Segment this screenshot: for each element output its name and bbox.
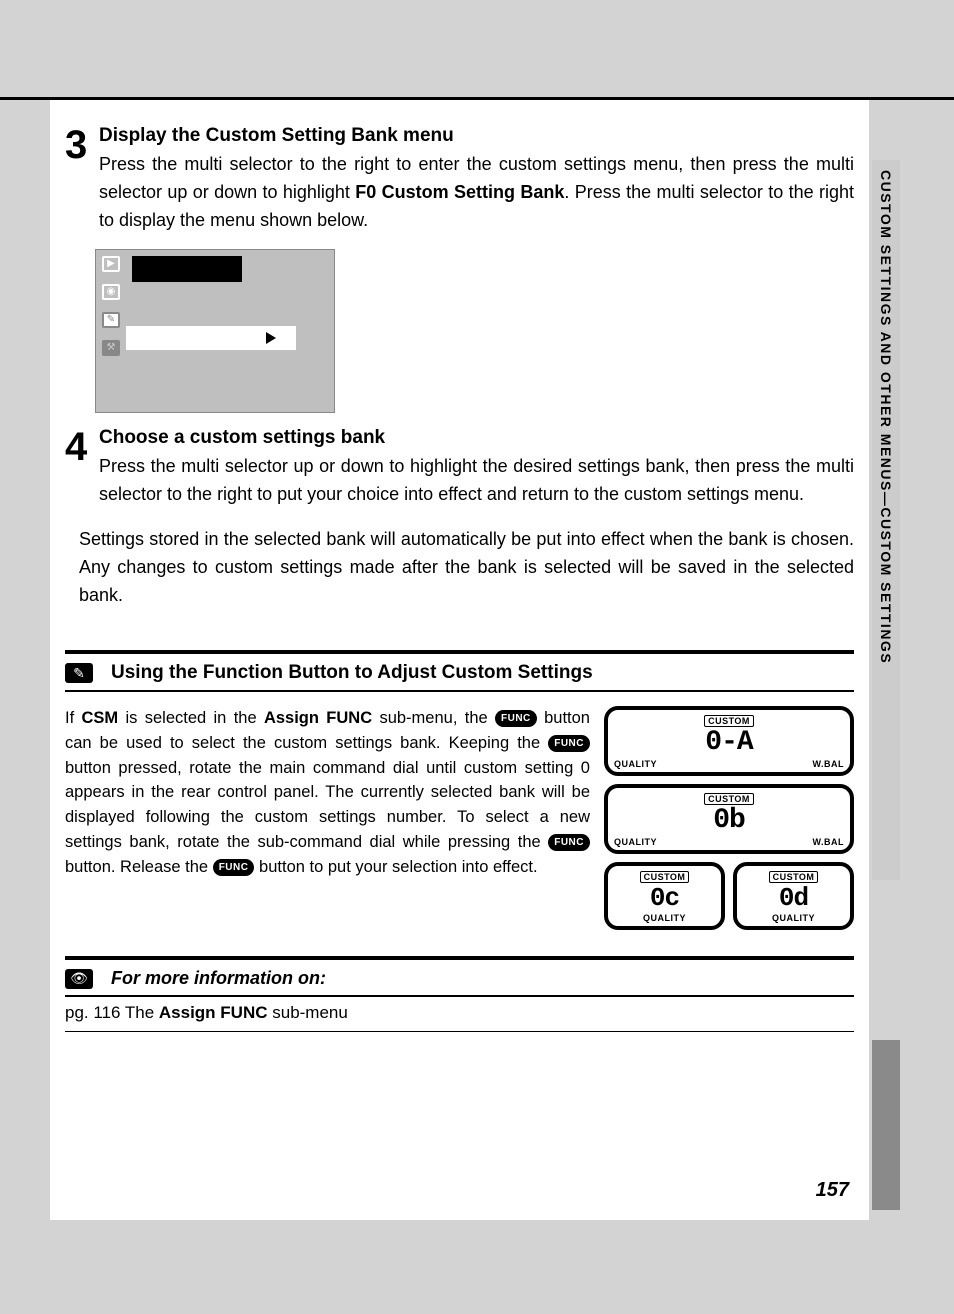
step-3-text: Press the multi selector to the right to… xyxy=(99,151,854,235)
menu-icon-wrench: ⚒ xyxy=(102,340,120,356)
step-4: 4 Choose a custom settings bank Press th… xyxy=(65,427,854,509)
note-pencil-icon: ✎ xyxy=(65,663,93,683)
menu-black-bar xyxy=(132,256,242,282)
nt-1: If xyxy=(65,709,82,727)
nt-assign: Assign FUNC xyxy=(264,709,372,727)
lcd-row-1: CUSTOM 0-A QUALITY W.BAL xyxy=(604,706,854,776)
lcd2-quality: QUALITY xyxy=(614,837,657,847)
lcd3-bottom: QUALITY xyxy=(614,913,715,923)
lcd4-quality: QUALITY xyxy=(772,913,815,923)
step-3-number: 3 xyxy=(65,125,93,165)
menu-selected-row xyxy=(126,326,296,350)
side-tab-text: CUSTOM SETTINGS AND OTHER MENUS—CUSTOM S… xyxy=(878,170,894,664)
nt-6: button. Release the xyxy=(65,858,213,876)
side-tab: CUSTOM SETTINGS AND OTHER MENUS—CUSTOM S… xyxy=(872,160,900,880)
lcd1-bottom: QUALITY W.BAL xyxy=(614,759,844,769)
paragraph-bank-effect: Settings stored in the selected bank wil… xyxy=(79,526,854,610)
menu-icon-play: ▶ xyxy=(102,256,120,272)
lcd3-digits: 0c xyxy=(650,885,679,911)
moreinfo-top-rule xyxy=(65,956,854,960)
menu-icon-pencil: ✎ xyxy=(102,312,120,328)
note-body: If CSM is selected in the Assign FUNC su… xyxy=(65,706,854,930)
lcd-row-3: CUSTOM 0c QUALITY CUSTOM 0d QUALITY xyxy=(604,862,854,930)
side-tab-dark xyxy=(872,1040,900,1210)
moreinfo-eye-icon: 👁 xyxy=(65,969,93,989)
lcd2-bottom: QUALITY W.BAL xyxy=(614,837,844,847)
lcd-panel-1: CUSTOM 0-A QUALITY W.BAL xyxy=(604,706,854,776)
func-badge-3: FUNC xyxy=(548,834,590,851)
lcd4-custom: CUSTOM xyxy=(769,871,819,883)
note-title: Using the Function Button to Adjust Cust… xyxy=(111,662,593,684)
moreinfo-prefix: pg. 116 The xyxy=(65,1003,159,1022)
step-3-bold: F0 Custom Setting Bank xyxy=(355,182,564,202)
lcd-panel-2: CUSTOM 0b QUALITY W.BAL xyxy=(604,784,854,854)
note-top-rule xyxy=(65,650,854,654)
nt-5: button pressed, rotate the main command … xyxy=(65,759,590,851)
step-3-title: Display the Custom Setting Bank menu xyxy=(99,125,854,147)
moreinfo-title: For more information on: xyxy=(111,968,326,989)
note-header: ✎ Using the Function Button to Adjust Cu… xyxy=(65,658,854,692)
step-4-body: Choose a custom settings bank Press the … xyxy=(99,427,854,509)
lcd-panel-4: CUSTOM 0d QUALITY xyxy=(733,862,854,930)
content-area: 3 Display the Custom Setting Bank menu P… xyxy=(50,100,869,1220)
nt-7: button to put your selection into effect… xyxy=(254,858,537,876)
step-4-title: Choose a custom settings bank xyxy=(99,427,854,449)
lcd-panel-3: CUSTOM 0c QUALITY xyxy=(604,862,725,930)
nt-2: is selected in the xyxy=(118,709,264,727)
menu-side-icons: ▶ ◉ ✎ ⚒ xyxy=(100,256,122,406)
menu-row-arrow-icon xyxy=(266,332,276,344)
lcd3-custom: CUSTOM xyxy=(640,871,690,883)
lcd-row-2: CUSTOM 0b QUALITY W.BAL xyxy=(604,784,854,854)
lcd4-bottom: QUALITY xyxy=(743,913,844,923)
moreinfo-bold: Assign FUNC xyxy=(159,1003,268,1022)
lcd2-wbal: W.BAL xyxy=(813,837,845,847)
note-text: If CSM is selected in the Assign FUNC su… xyxy=(65,706,590,930)
step-4-text: Press the multi selector up or down to h… xyxy=(99,453,854,509)
lcd1-digits: 0-A xyxy=(705,729,752,757)
moreinfo-row: pg. 116 The Assign FUNC sub-menu xyxy=(65,997,854,1032)
step-4-number: 4 xyxy=(65,427,93,467)
lcd1-wbal: W.BAL xyxy=(813,759,845,769)
lcd2-digits: 0b xyxy=(713,807,745,835)
func-badge-1: FUNC xyxy=(495,710,537,727)
func-badge-2: FUNC xyxy=(548,735,590,752)
lcd3-quality: QUALITY xyxy=(643,913,686,923)
moreinfo-suffix: sub-menu xyxy=(268,1003,348,1022)
top-gray-bar xyxy=(0,0,954,100)
step-3: 3 Display the Custom Setting Bank menu P… xyxy=(65,125,854,235)
nt-csm: CSM xyxy=(82,709,119,727)
lcd-panel-stack: CUSTOM 0-A QUALITY W.BAL CUSTOM 0b QUALI… xyxy=(604,706,854,930)
func-badge-4: FUNC xyxy=(213,859,255,876)
menu-icon-shoot: ◉ xyxy=(102,284,120,300)
lcd1-custom: CUSTOM xyxy=(704,715,754,727)
page-number: 157 xyxy=(816,1179,849,1202)
lcd2-custom: CUSTOM xyxy=(704,793,754,805)
nt-3: sub-menu, the xyxy=(372,709,495,727)
lcd1-quality: QUALITY xyxy=(614,759,657,769)
manual-page: CUSTOM SETTINGS AND OTHER MENUS—CUSTOM S… xyxy=(0,0,954,1314)
lcd4-digits: 0d xyxy=(779,885,808,911)
moreinfo-header: 👁 For more information on: xyxy=(65,964,854,997)
step-3-body: Display the Custom Setting Bank menu Pre… xyxy=(99,125,854,235)
camera-menu-mock: ▶ ◉ ✎ ⚒ xyxy=(95,249,335,413)
